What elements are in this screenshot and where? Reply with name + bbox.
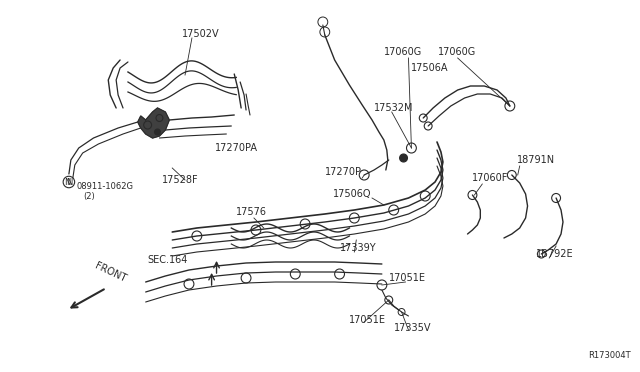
Text: 17528F: 17528F <box>163 175 199 185</box>
Text: 17502V: 17502V <box>182 29 220 39</box>
Text: 17060G: 17060G <box>438 47 476 57</box>
Text: (2): (2) <box>84 192 95 201</box>
Text: 17506A: 17506A <box>412 63 449 73</box>
Text: N: N <box>64 177 70 186</box>
Text: 17051E: 17051E <box>349 315 387 325</box>
Text: 17339Y: 17339Y <box>340 243 376 253</box>
Text: 17060F: 17060F <box>472 173 509 183</box>
Text: 17270P: 17270P <box>325 167 362 177</box>
Polygon shape <box>138 108 170 138</box>
Text: 17051E: 17051E <box>388 273 426 283</box>
Text: 17576: 17576 <box>236 207 268 217</box>
Text: 17060G: 17060G <box>384 47 422 57</box>
Text: SEC.164: SEC.164 <box>148 255 188 265</box>
Text: 17270PA: 17270PA <box>214 143 257 153</box>
Text: R173004T: R173004T <box>589 350 631 359</box>
Text: 1B792E: 1B792E <box>536 249 574 259</box>
Circle shape <box>154 129 161 135</box>
Text: 08911-1062G: 08911-1062G <box>77 182 134 190</box>
Text: 17532M: 17532M <box>374 103 413 113</box>
Text: 17506Q: 17506Q <box>333 189 371 199</box>
Text: 18791N: 18791N <box>516 155 555 165</box>
Text: FRONT: FRONT <box>93 261 128 284</box>
Text: 17335V: 17335V <box>394 323 431 333</box>
Circle shape <box>399 154 408 162</box>
Text: N: N <box>66 177 72 186</box>
